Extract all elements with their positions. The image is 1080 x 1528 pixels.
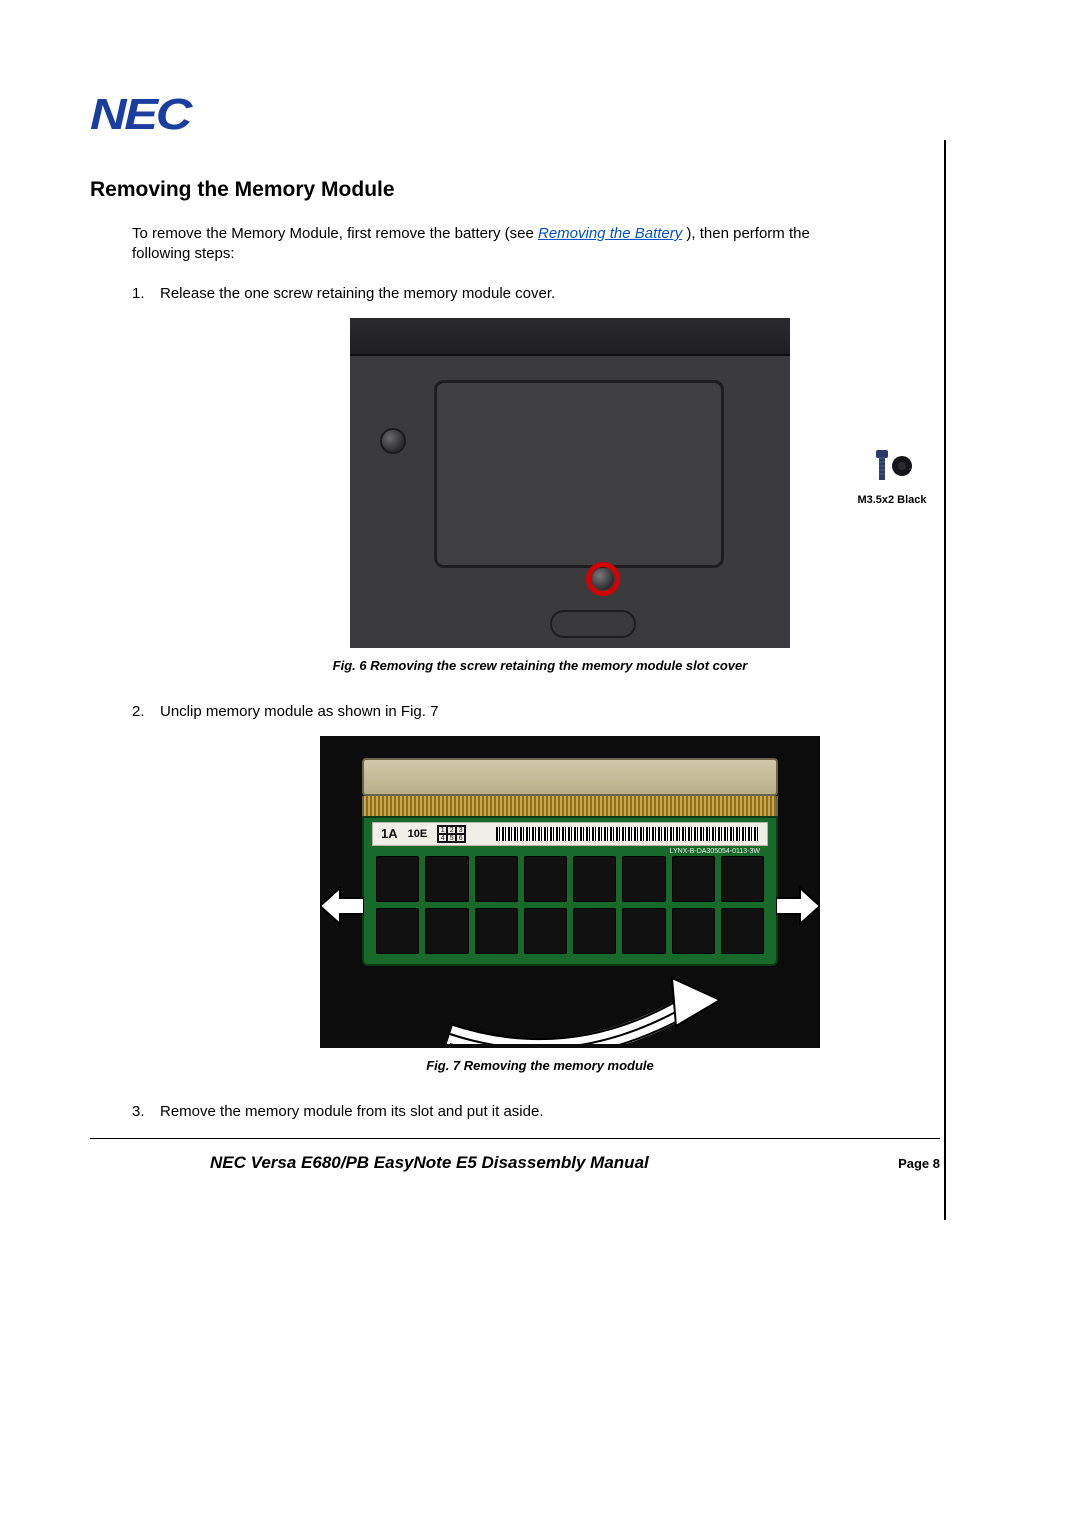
step-2: 2. Unclip memory module as shown in Fig.…	[132, 703, 872, 720]
figure-7-wrap: 1A 10E 1 2 3 4 5 6 LYNX-B-DA305054-0	[90, 736, 990, 1089]
dram-chip	[721, 856, 764, 902]
step-1-number: 1.	[132, 285, 160, 302]
barcode-icon	[496, 827, 759, 841]
dram-chip	[475, 908, 518, 954]
screw-callout: M3.5x2 Black	[854, 450, 930, 506]
dram-chip	[573, 856, 616, 902]
lift-arrow-icon	[420, 964, 720, 1044]
step-3-number: 3.	[132, 1103, 160, 1120]
sodimm-connector	[362, 758, 778, 796]
step-2-number: 2.	[132, 703, 160, 720]
module-label-prefix: 1A	[381, 826, 398, 841]
highlight-ring-icon	[586, 562, 620, 596]
dram-chip	[524, 856, 567, 902]
screw-label: M3.5x2 Black	[854, 494, 930, 506]
document-page: NEC Removing the Memory Module To remove…	[0, 0, 1080, 1528]
manual-title: NEC Versa E680/PB EasyNote E5 Disassembl…	[210, 1153, 649, 1173]
dram-chip	[376, 908, 419, 954]
gold-contacts	[362, 796, 778, 816]
vertical-margin-rule	[944, 140, 946, 1220]
page-number: Page 8	[898, 1156, 940, 1171]
dram-chip	[721, 908, 764, 954]
chassis-screw-icon	[380, 428, 406, 454]
dram-chip	[376, 856, 419, 902]
dram-chip	[622, 908, 665, 954]
footer-rule	[90, 1138, 940, 1139]
figure-6-image	[350, 318, 790, 648]
intro-text-before: To remove the Memory Module, first remov…	[132, 225, 538, 242]
laptop-lid-edge	[350, 318, 790, 356]
dram-chip	[475, 856, 518, 902]
figure-7-image: 1A 10E 1 2 3 4 5 6 LYNX-B-DA305054-0	[320, 736, 820, 1048]
step-3: 3. Remove the memory module from its slo…	[132, 1103, 872, 1120]
figure-7-caption: Fig. 7 Removing the memory module	[426, 1058, 654, 1073]
dram-chip	[425, 908, 468, 954]
removing-battery-link[interactable]: Removing the Battery	[538, 225, 682, 242]
screw-icon	[870, 450, 914, 490]
page-footer: NEC Versa E680/PB EasyNote E5 Disassembl…	[90, 1153, 940, 1173]
unclip-arrow-left-icon	[320, 886, 364, 926]
release-latch	[550, 610, 636, 638]
step-1: 1. Release the one screw retaining the m…	[132, 285, 872, 302]
dram-chip	[425, 856, 468, 902]
unclip-arrow-right-icon	[776, 886, 820, 926]
step-3-text: Remove the memory module from its slot a…	[160, 1103, 544, 1120]
memory-chips	[376, 856, 764, 954]
module-rev-label: 10E	[408, 828, 428, 840]
figure-6-caption: Fig. 6 Removing the screw retaining the …	[333, 658, 748, 673]
dram-chip	[524, 908, 567, 954]
section-title: Removing the Memory Module	[90, 178, 990, 202]
module-rev-grid: 1 2 3 4 5 6	[437, 825, 466, 843]
step-2-text: Unclip memory module as shown in Fig. 7	[160, 703, 438, 720]
brand-logo: NEC	[90, 90, 1080, 140]
dram-chip	[672, 908, 715, 954]
intro-paragraph: To remove the Memory Module, first remov…	[132, 224, 872, 265]
dram-chip	[622, 856, 665, 902]
step-1-text: Release the one screw retaining the memo…	[160, 285, 555, 302]
module-label-strip: 1A 10E 1 2 3 4 5 6	[372, 822, 768, 846]
module-serial: LYNX-B-DA305054-0113-3W	[670, 848, 760, 855]
memory-cover-panel	[434, 380, 724, 568]
dram-chip	[573, 908, 616, 954]
dram-chip	[672, 856, 715, 902]
